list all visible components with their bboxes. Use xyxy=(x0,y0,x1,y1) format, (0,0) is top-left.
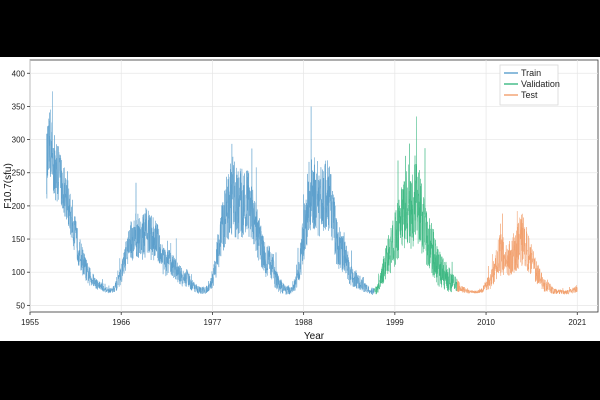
y-tick-label: 350 xyxy=(12,102,26,111)
y-tick-label: 400 xyxy=(12,69,26,78)
series-line-validation xyxy=(373,116,458,295)
y-axis-title: F10.7(sfu) xyxy=(3,163,14,209)
y-tick-label: 50 xyxy=(16,301,25,310)
series-line-train xyxy=(46,91,375,295)
y-tick-label: 200 xyxy=(12,202,26,211)
y-tick-label: 250 xyxy=(12,169,26,178)
y-tick-label: 100 xyxy=(12,268,26,277)
grid xyxy=(29,60,598,312)
x-tick-label: 1977 xyxy=(204,318,222,327)
legend-label-test: Test xyxy=(521,90,538,100)
y-tick-label: 300 xyxy=(12,136,26,145)
legend-label-train: Train xyxy=(521,68,541,78)
legend-box xyxy=(499,64,559,106)
x-tick-label: 1999 xyxy=(386,318,404,327)
chart-figure: 50 100 150 200 250 300 350 400 1955 1966 1977 1988 1… xyxy=(0,57,600,341)
axis-ticks: 50 100 150 200 250 300 350 400 1955 1966 1977 1988 1… xyxy=(12,69,587,327)
x-tick-label: 1988 xyxy=(295,318,313,327)
f107-time-series-chart: 50 100 150 200 250 300 350 400 1955 1966 1977 1988 1… xyxy=(3,59,599,341)
y-tick-label: 150 xyxy=(12,235,26,244)
x-tick-label: 1955 xyxy=(21,318,39,327)
x-tick-label: 2010 xyxy=(477,318,495,327)
legend: Train Validation Test xyxy=(499,64,560,106)
series-layer xyxy=(46,91,578,295)
x-tick-label: 1966 xyxy=(112,318,130,327)
legend-label-validation: Validation xyxy=(521,79,560,89)
x-axis-title: Year xyxy=(304,331,325,341)
series-line-test xyxy=(456,211,578,295)
x-tick-label: 2021 xyxy=(568,318,586,327)
